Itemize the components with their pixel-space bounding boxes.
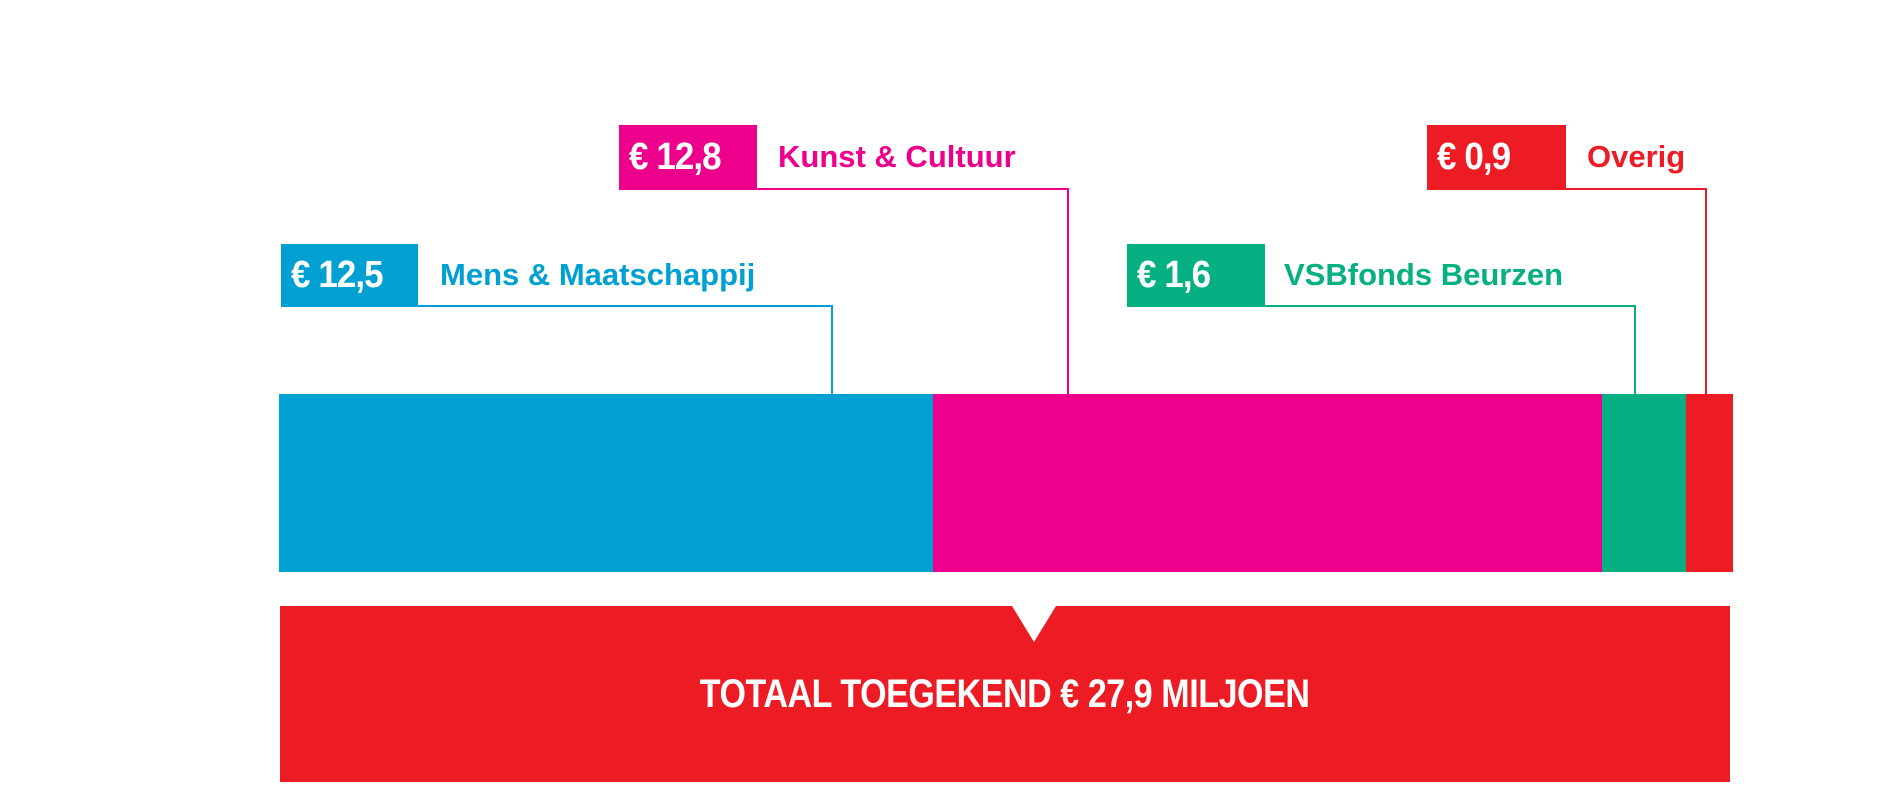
value-box-mens-maatschappij	[281, 244, 418, 307]
bar-segment-kunst-cultuur	[932, 394, 1603, 572]
total-label: TOTAAL TOEGEKEND € 27,9 MILJOEN	[700, 671, 1310, 716]
leader-line	[1265, 305, 1634, 307]
leader-line	[1634, 305, 1636, 394]
value-box-overig	[1427, 125, 1566, 190]
leader-line	[1067, 188, 1069, 394]
category-label: Overig	[1587, 138, 1686, 174]
value-box-kunst-cultuur	[619, 125, 757, 190]
bar-segment-mens-maatschappij	[279, 394, 934, 572]
value-label: € 1,6	[1137, 254, 1211, 296]
value-label: € 12,8	[629, 136, 722, 178]
value-box-vsbfonds-beurzen	[1127, 244, 1265, 307]
leader-line	[418, 305, 831, 307]
leader-line	[831, 305, 833, 394]
value-label: € 0,9	[1437, 136, 1511, 178]
leader-line	[1705, 188, 1707, 394]
total-pointer	[1012, 606, 1056, 642]
value-label: € 12,5	[291, 254, 384, 296]
category-label: Mens & Maatschappij	[440, 256, 756, 292]
category-label: VSBfonds Beurzen	[1284, 256, 1564, 292]
total-banner: TOTAAL TOEGEKEND € 27,9 MILJOEN	[280, 606, 1730, 782]
leader-line	[1566, 188, 1705, 190]
category-label: Kunst & Cultuur	[778, 138, 1016, 174]
bar-segment-overig	[1685, 394, 1734, 572]
bar-segment-vsbfonds-beurzen	[1602, 394, 1687, 572]
leader-line	[757, 188, 1067, 190]
